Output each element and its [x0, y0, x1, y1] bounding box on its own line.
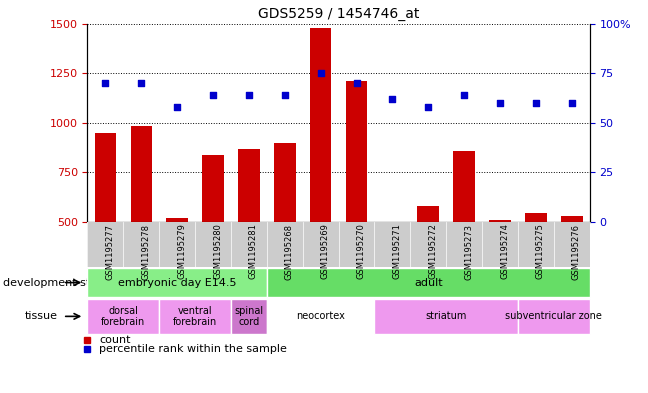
Text: GSM1195271: GSM1195271 [393, 224, 401, 279]
Bar [202, 154, 224, 222]
Point [208, 92, 218, 98]
Text: subventricular zone: subventricular zone [505, 311, 602, 321]
Text: tissue: tissue [25, 311, 58, 321]
Bar [346, 81, 367, 222]
Text: GSM1195280: GSM1195280 [213, 224, 222, 279]
Point [351, 80, 362, 86]
Text: development stage: development stage [3, 277, 111, 288]
Bar [417, 206, 439, 222]
Text: neocortex: neocortex [296, 311, 345, 321]
Text: GSM1195276: GSM1195276 [572, 224, 581, 279]
Bar [489, 220, 511, 222]
Text: GSM1195275: GSM1195275 [536, 224, 545, 279]
Text: GSM1195269: GSM1195269 [321, 224, 330, 279]
Point [531, 100, 541, 106]
Bar [310, 28, 331, 222]
Point [495, 100, 505, 106]
Point [136, 80, 146, 86]
Point [459, 92, 469, 98]
Title: GDS5259 / 1454746_at: GDS5259 / 1454746_at [258, 7, 419, 21]
Text: spinal
cord: spinal cord [235, 306, 264, 327]
Text: adult: adult [414, 277, 443, 288]
Point [244, 92, 254, 98]
Text: GSM1195274: GSM1195274 [500, 224, 509, 279]
Bar [95, 133, 116, 222]
Text: embryonic day E14.5: embryonic day E14.5 [118, 277, 237, 288]
Bar [167, 218, 188, 222]
Text: GSM1195277: GSM1195277 [106, 224, 115, 279]
Bar [561, 216, 583, 222]
Point [316, 70, 326, 76]
Text: GSM1195268: GSM1195268 [284, 224, 294, 279]
Point [172, 104, 182, 110]
Point [423, 104, 434, 110]
Point [279, 92, 290, 98]
Text: GSM1195279: GSM1195279 [177, 224, 186, 279]
Text: GSM1195270: GSM1195270 [356, 224, 365, 279]
Bar [130, 126, 152, 222]
Text: percentile rank within the sample: percentile rank within the sample [99, 344, 287, 354]
Text: dorsal
forebrain: dorsal forebrain [101, 306, 146, 327]
Text: GSM1195278: GSM1195278 [141, 224, 150, 279]
Bar [238, 149, 260, 222]
Text: GSM1195281: GSM1195281 [249, 224, 258, 279]
Text: striatum: striatum [426, 311, 467, 321]
Point [100, 80, 111, 86]
Point [388, 96, 398, 102]
Point [566, 100, 577, 106]
Bar [454, 151, 475, 222]
Bar [525, 213, 547, 222]
Bar [274, 143, 295, 222]
Text: ventral
forebrain: ventral forebrain [173, 306, 217, 327]
Text: GSM1195272: GSM1195272 [428, 224, 437, 279]
Text: count: count [99, 335, 131, 345]
Text: GSM1195273: GSM1195273 [464, 224, 473, 279]
